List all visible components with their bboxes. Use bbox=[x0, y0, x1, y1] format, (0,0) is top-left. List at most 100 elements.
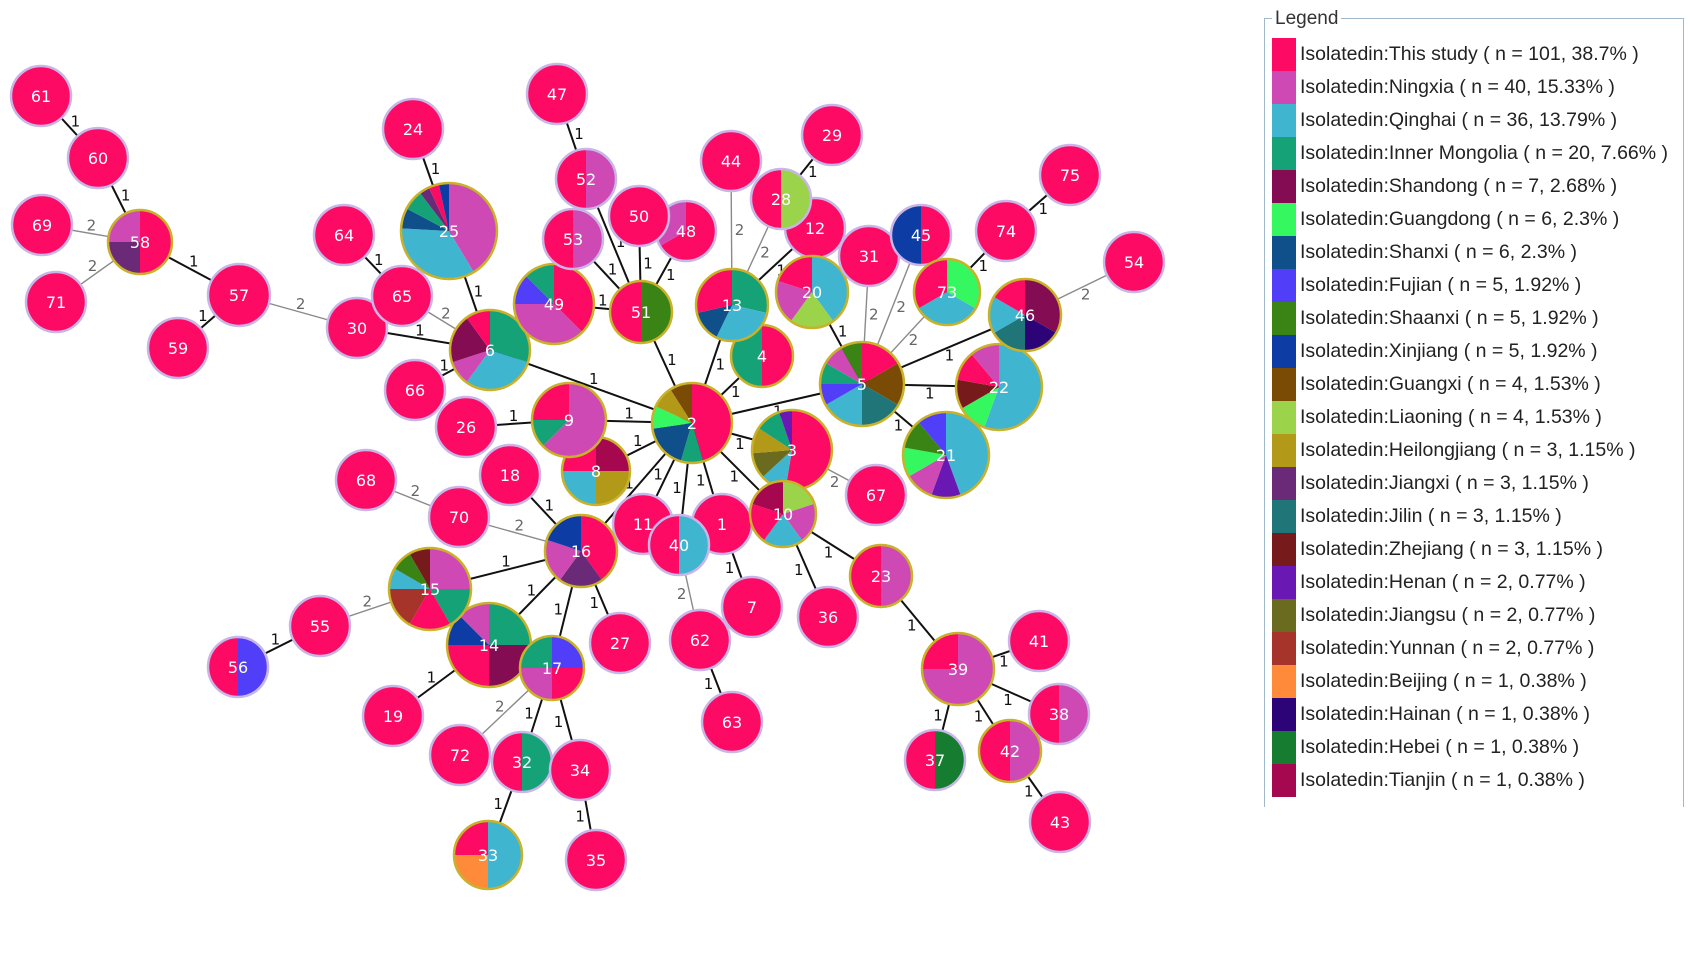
pie-slice bbox=[238, 637, 268, 697]
node-outline bbox=[312, 203, 376, 267]
tree-node: 20 bbox=[774, 254, 850, 330]
node-outline bbox=[699, 129, 763, 193]
pie-slice bbox=[862, 363, 904, 405]
tree-node: 42 bbox=[977, 718, 1043, 784]
node-id-label: 63 bbox=[722, 713, 742, 732]
tree-node: 62 bbox=[668, 608, 732, 672]
node-id-label: 59 bbox=[168, 339, 188, 358]
pie-slice bbox=[428, 184, 449, 231]
tree-node: 56 bbox=[206, 635, 270, 699]
edge-distance-label: 1 bbox=[474, 283, 484, 301]
pie-slice bbox=[783, 481, 815, 514]
pie-slice bbox=[922, 633, 958, 669]
node-outline bbox=[325, 296, 389, 360]
tree-node: 32 bbox=[490, 730, 554, 794]
node-outline bbox=[518, 634, 586, 702]
pie-slice bbox=[839, 226, 899, 286]
node-outline bbox=[668, 608, 732, 672]
node-outline bbox=[903, 728, 967, 792]
edge-distance-label: 1 bbox=[553, 601, 563, 619]
node-outline bbox=[288, 594, 352, 658]
pie-slice bbox=[976, 201, 1036, 261]
edge-distance-label: 1 bbox=[999, 653, 1009, 671]
pie-slice bbox=[820, 384, 862, 405]
node-id-label: 62 bbox=[690, 631, 710, 650]
pie-slice bbox=[466, 350, 529, 390]
pie-slice bbox=[552, 668, 584, 700]
edge-distance-label: 1 bbox=[730, 468, 740, 486]
pie-slice bbox=[532, 420, 569, 447]
node-id-label: 30 bbox=[347, 319, 367, 338]
node-outline bbox=[146, 316, 210, 380]
tree-node: 45 bbox=[889, 203, 953, 267]
node-id-label: 68 bbox=[356, 471, 376, 490]
node-id-label: 18 bbox=[500, 466, 520, 485]
pie-slice bbox=[543, 209, 573, 269]
pie-slice bbox=[652, 423, 692, 462]
legend-item: Isolatedin:Hebei ( n = 1, 0.38% ) bbox=[1272, 731, 1668, 764]
legend-swatch bbox=[1272, 104, 1296, 137]
legend-swatch bbox=[1272, 533, 1296, 566]
tree-node: 10 bbox=[748, 479, 818, 549]
legend-swatch bbox=[1272, 764, 1296, 797]
tree-node: 66 bbox=[383, 358, 447, 422]
node-id-label: 51 bbox=[631, 303, 651, 322]
node-outline bbox=[206, 262, 272, 328]
pie-slice bbox=[979, 720, 1010, 782]
pie-slice bbox=[438, 183, 449, 231]
legend-item: Isolatedin:Zhejiang ( n = 3, 1.15% ) bbox=[1272, 533, 1668, 566]
edge-distance-label: 2 bbox=[760, 244, 770, 262]
edge-distance-label: 1 bbox=[501, 553, 511, 571]
pie-slice bbox=[758, 412, 792, 450]
pie-slice bbox=[812, 256, 848, 322]
legend-swatch bbox=[1272, 467, 1296, 500]
tree-node: 57 bbox=[206, 262, 272, 328]
edge-distance-label: 1 bbox=[431, 160, 441, 178]
legend-swatch bbox=[1272, 368, 1296, 401]
node-id-label: 47 bbox=[547, 85, 567, 104]
edge-distance-label: 2 bbox=[411, 482, 421, 500]
node-id-label: 54 bbox=[1124, 253, 1144, 272]
pie-slice bbox=[559, 551, 603, 587]
pie-slice bbox=[429, 487, 489, 547]
tree-node: 16 bbox=[543, 513, 619, 589]
tree-node: 13 bbox=[694, 267, 770, 343]
legend-item: Isolatedin:Beijing ( n = 1, 0.38% ) bbox=[1272, 665, 1668, 698]
pie-slice bbox=[514, 275, 554, 304]
pie-slice bbox=[12, 195, 72, 255]
node-id-label: 70 bbox=[449, 508, 469, 527]
legend-label: Isolatedin:Yunnan ( n = 2, 0.77% ) bbox=[1300, 637, 1595, 659]
edge-distance-label: 2 bbox=[909, 331, 919, 349]
pie-slice bbox=[454, 821, 488, 855]
pie-slice bbox=[790, 292, 834, 328]
node-id-label: 72 bbox=[450, 746, 470, 765]
node-id-label: 35 bbox=[586, 851, 606, 870]
pie-slice bbox=[692, 383, 733, 462]
pie-slice bbox=[454, 855, 488, 889]
edge-distance-label: 2 bbox=[830, 473, 840, 491]
pie-slice bbox=[290, 596, 350, 656]
tree-node: 6 bbox=[448, 308, 532, 392]
pie-slice bbox=[931, 455, 961, 498]
node-id-label: 37 bbox=[925, 751, 945, 770]
edge-distance-label: 1 bbox=[838, 323, 848, 341]
pie-slice bbox=[680, 423, 704, 463]
edge-distance-label: 1 bbox=[696, 472, 706, 490]
tree-node: 18 bbox=[478, 443, 542, 507]
pie-slice bbox=[751, 169, 781, 229]
pie-slice bbox=[609, 186, 669, 246]
legend-swatch bbox=[1272, 170, 1296, 203]
pie-slice bbox=[527, 64, 587, 124]
pie-slice bbox=[550, 740, 610, 800]
edge-distance-label: 1 bbox=[894, 416, 904, 434]
pie-slice bbox=[752, 450, 792, 478]
pie-slice bbox=[459, 603, 489, 645]
edge-distance-label: 1 bbox=[666, 266, 676, 284]
node-id-label: 28 bbox=[771, 190, 791, 209]
pie-slice bbox=[984, 344, 1042, 430]
edge-distance-label: 2 bbox=[869, 305, 879, 323]
node-id-label: 49 bbox=[544, 295, 564, 314]
edge-distance-label: 1 bbox=[808, 163, 818, 181]
edge-distance-label: 1 bbox=[374, 251, 384, 269]
edge-distance-label: 2 bbox=[296, 295, 306, 313]
